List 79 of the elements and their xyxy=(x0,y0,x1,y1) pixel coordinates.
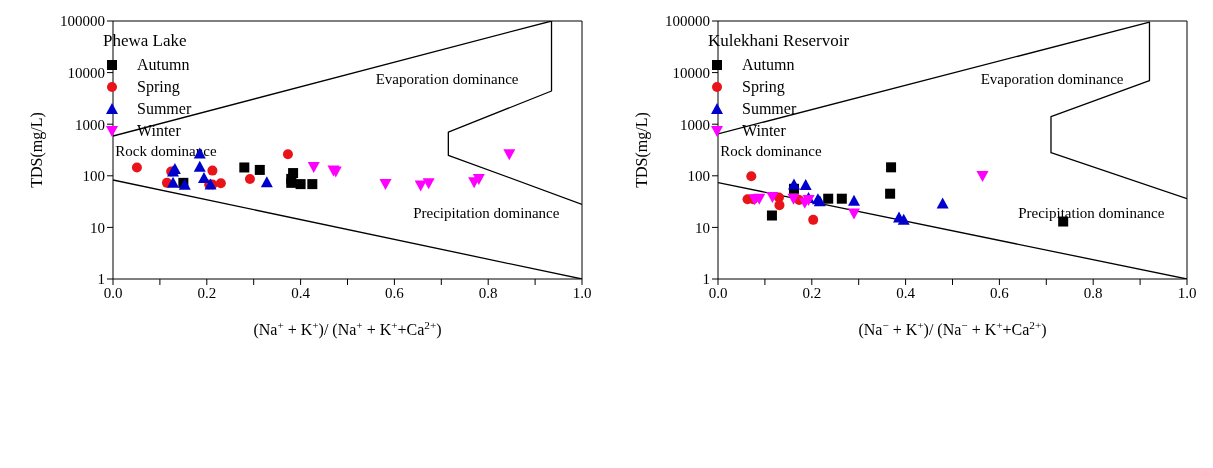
x-tick-label: 0.0 xyxy=(103,284,123,301)
x-tick-label: 1.0 xyxy=(1177,284,1197,301)
y-tick-label: 10 xyxy=(90,219,105,236)
point xyxy=(167,176,180,188)
y-tick-label: 100 xyxy=(82,168,105,185)
point xyxy=(885,188,896,199)
x-tick-label: 0.4 xyxy=(291,284,311,301)
x-tick-label: 0.6 xyxy=(385,284,405,301)
legend-label: Winter xyxy=(137,121,181,141)
point xyxy=(260,176,273,188)
point xyxy=(897,213,910,225)
y-tick-label: 10000 xyxy=(672,64,710,81)
point xyxy=(766,191,779,203)
annotation: Evaporation dominance xyxy=(375,70,519,87)
point xyxy=(976,171,989,183)
x-tick-label: 0.6 xyxy=(990,284,1010,301)
point xyxy=(215,178,226,189)
y-tick-label: 1 xyxy=(702,271,710,288)
point xyxy=(836,193,847,204)
x-tick-label: 1.0 xyxy=(572,284,592,301)
point xyxy=(422,178,435,190)
annotation: Precipitation dominance xyxy=(413,204,560,221)
point xyxy=(414,180,427,192)
point xyxy=(936,197,949,209)
legend-label: Summer xyxy=(742,99,797,119)
legend-title: Phewa Lake xyxy=(103,30,188,52)
point xyxy=(808,214,819,225)
point xyxy=(207,165,218,176)
point xyxy=(307,179,318,190)
point xyxy=(766,210,777,221)
annotation: Evaporation dominance xyxy=(980,70,1124,87)
point xyxy=(307,162,320,174)
legend-label: Autumn xyxy=(742,55,795,75)
y-tick-label: 1000 xyxy=(680,116,710,133)
point xyxy=(503,149,516,161)
text: (Na$^{+}$ + K$^{+}$)/ (Na$^{+}$ + K$^{+}$+Ca$^{2+}$) xyxy=(253,319,442,338)
point xyxy=(239,162,250,173)
point xyxy=(753,193,766,205)
x-tick-label: 0.2 xyxy=(197,284,217,301)
point xyxy=(193,160,206,172)
point xyxy=(787,193,800,205)
point xyxy=(197,171,210,183)
legend-label: Winter xyxy=(742,121,786,141)
y-tick-label: 10000 xyxy=(67,64,105,81)
point xyxy=(799,179,812,191)
x-tick-label: 0.2 xyxy=(802,284,822,301)
y-tick-label: 1000 xyxy=(75,116,105,133)
point xyxy=(379,179,392,191)
x-tick-label: 0.8 xyxy=(1083,284,1103,301)
point xyxy=(282,149,293,160)
y-axis-title: TDS(mg/L) xyxy=(27,112,46,188)
point xyxy=(848,208,861,220)
point xyxy=(886,162,897,173)
point xyxy=(774,200,785,211)
legend-label: Summer xyxy=(137,99,192,119)
y-tick-label: 10 xyxy=(695,219,710,236)
y-axis-title: TDS(mg/L) xyxy=(632,112,651,188)
legend-label: Spring xyxy=(137,77,180,98)
y-tick-label: 100000 xyxy=(665,13,710,30)
point xyxy=(787,178,800,190)
point xyxy=(848,194,861,206)
y-tick-label: 100 xyxy=(687,168,710,185)
x-tick-label: 0.0 xyxy=(708,284,728,301)
point xyxy=(131,162,142,173)
text: (Na$^{−}$ + K$^{+}$)/ (Na$^{−}$ + K$^{+}$+Ca$^{2+}$) xyxy=(858,319,1047,338)
point xyxy=(244,173,255,184)
annotation: Rock dominance xyxy=(720,143,822,160)
y-tick-label: 1 xyxy=(97,271,105,288)
legend-title: Kulekhani Reservoir xyxy=(708,30,850,52)
legend-label: Spring xyxy=(742,77,785,98)
point xyxy=(823,193,834,204)
y-tick-label: 100000 xyxy=(60,13,105,30)
x-tick-label: 0.4 xyxy=(896,284,916,301)
legend-label: Autumn xyxy=(137,55,190,75)
point xyxy=(472,173,485,185)
x-tick-label: 0.8 xyxy=(478,284,498,301)
point xyxy=(295,179,306,190)
point xyxy=(254,164,265,175)
point xyxy=(746,171,757,182)
